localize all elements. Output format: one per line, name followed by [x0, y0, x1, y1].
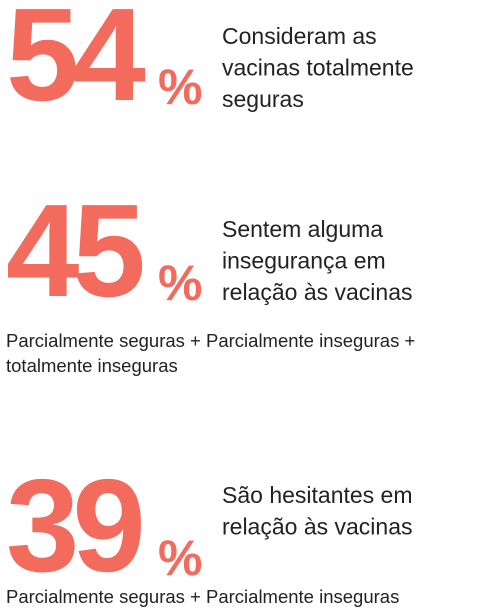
percent-sign: %: [158, 530, 202, 586]
stat-note: Parcialmente seguras + Parcialmente inse…: [6, 330, 415, 351]
stat-description: relação às vacinas: [222, 279, 413, 305]
stat-description: Consideram as: [222, 23, 377, 49]
stat-number: 45: [6, 177, 142, 324]
percent-sign: %: [158, 59, 202, 115]
stat-description: seguras: [222, 86, 304, 112]
stat-note: Parcialmente seguras + Parcialmente inse…: [6, 586, 399, 607]
stat-description: insegurança em: [222, 248, 386, 274]
stat-number: 39: [6, 452, 141, 599]
percent-sign: %: [158, 255, 202, 311]
stat-description: vacinas totalmente: [222, 55, 414, 81]
stat-number: 54: [6, 0, 145, 128]
stat-note: totalmente inseguras: [6, 355, 178, 376]
stat-description: São hesitantes em: [222, 482, 413, 508]
stat-description: Sentem alguma: [222, 216, 383, 242]
stat-description: relação às vacinas: [222, 514, 413, 540]
